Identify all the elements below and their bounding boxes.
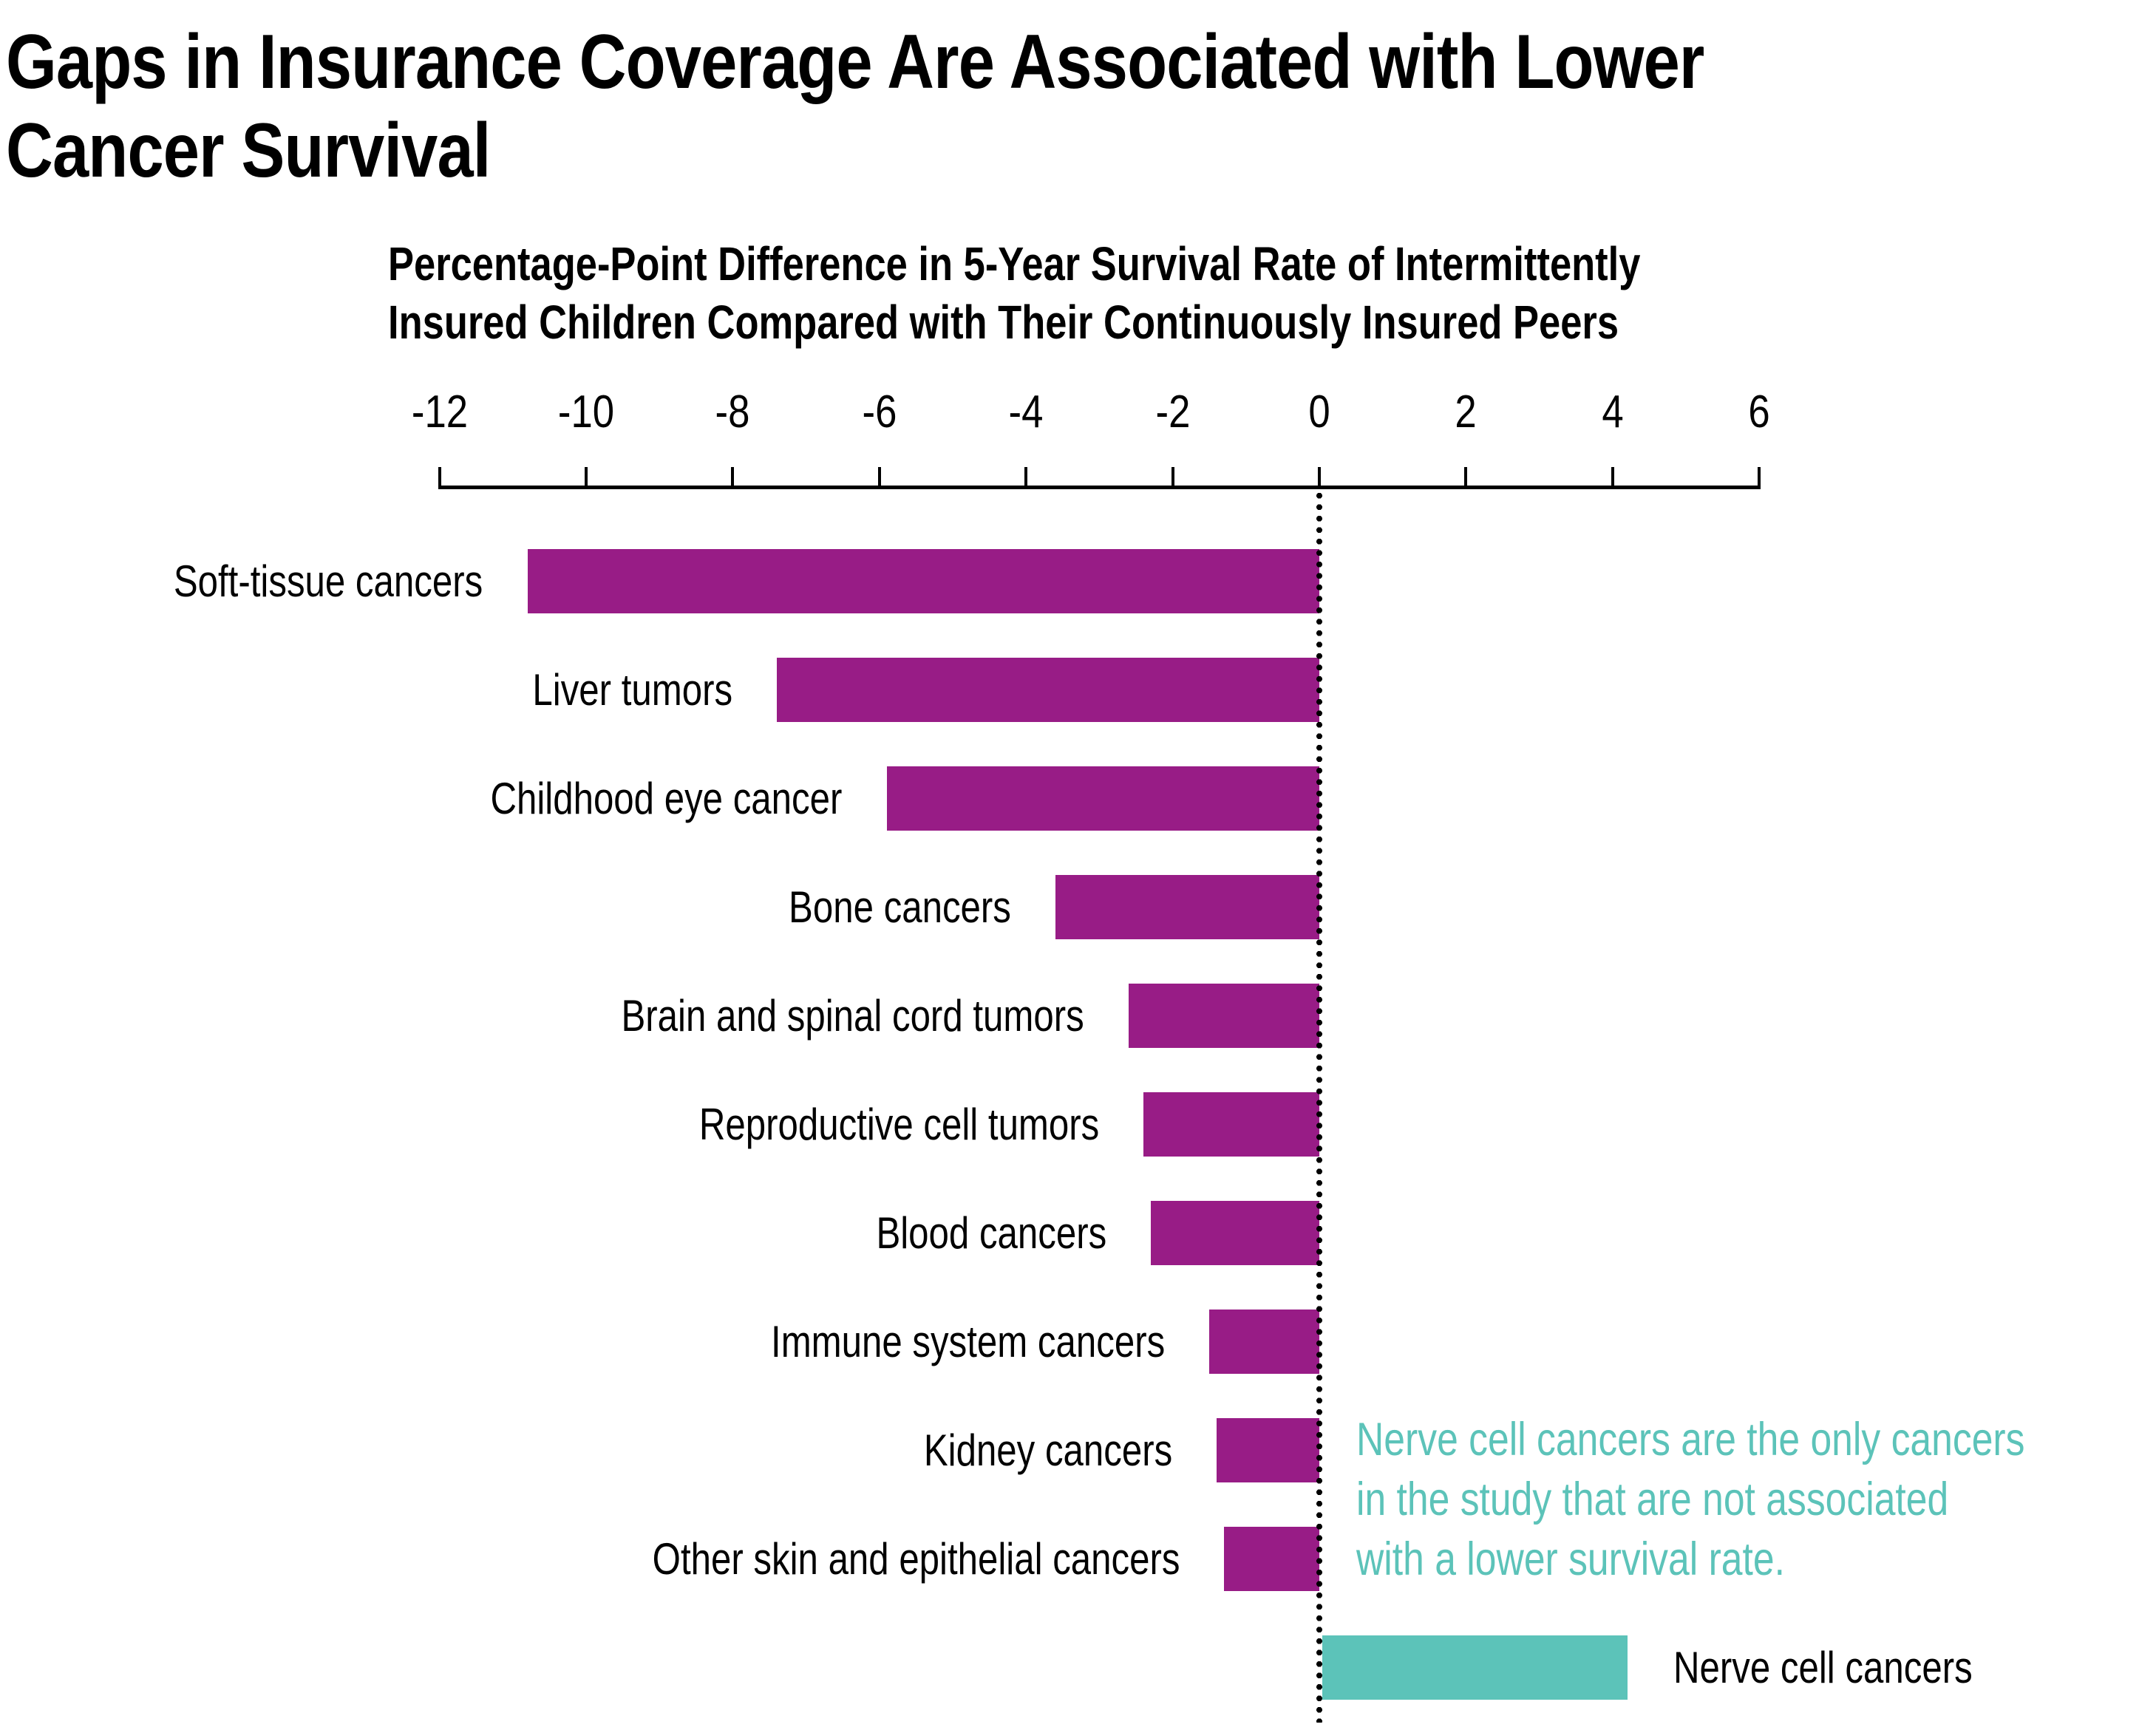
x-axis-tick-0 [1318,467,1321,488]
category-label-kidney-cancers: Kidney cancers [923,1426,1173,1475]
bar-kidney-cancers [1217,1418,1319,1482]
bar-soft-tissue-cancers [527,549,1319,613]
zero-baseline [1316,490,1322,1723]
bar-bone-cancers [1055,875,1319,939]
x-axis-tick--6 [877,467,881,488]
bar-reproductive-cell-tumors [1143,1092,1319,1157]
chart-title-line2: Cancer Survival [6,108,491,194]
x-axis-tick-label-4: 4 [1602,386,1624,437]
category-label-reproductive-cell-tumors: Reproductive cell tumors [698,1100,1099,1149]
x-axis-tick-6 [1758,467,1761,488]
bar-other-skin-and-epithelial-cancers [1224,1527,1319,1591]
chart-subtitle-line2: Insured Children Compared with Their Con… [388,296,1619,349]
annotation-line2: in the study that are not associated [1356,1474,1949,1525]
category-label-immune-system-cancers: Immune system cancers [771,1317,1166,1366]
x-axis-tick--2 [1171,467,1174,488]
x-axis-tick-label--12: -12 [411,386,468,437]
x-axis-tick-label--4: -4 [1008,386,1044,437]
x-axis-tick-label--6: -6 [862,386,897,437]
x-axis-tick-4 [1611,467,1614,488]
x-axis-tick--8 [731,467,735,488]
x-axis-line [438,486,1761,489]
chart-title: Gaps in Insurance Coverage Are Associate… [6,18,1704,195]
x-axis-tick-label--10: -10 [557,386,615,437]
annotation-line3: with a lower survival rate. [1356,1533,1785,1585]
x-axis-tick-label-0: 0 [1308,386,1330,437]
bar-blood-cancers [1150,1201,1319,1265]
chart-title-line1: Gaps in Insurance Coverage Are Associate… [6,19,1704,105]
x-axis-tick-label--2: -2 [1155,386,1191,437]
category-label-other-skin-and-epithelial-cancers: Other skin and epithelial cancers [652,1534,1180,1584]
chart-subtitle: Percentage-Point Difference in 5-Year Su… [388,235,1640,352]
category-label-childhood-eye-cancer: Childhood eye cancer [490,774,843,823]
annotation-nerve-cell: Nerve cell cancers are the only cancers … [1356,1410,2024,1590]
bar-liver-tumors [776,658,1319,722]
chart-subtitle-line1: Percentage-Point Difference in 5-Year Su… [388,237,1641,290]
bar-immune-system-cancers [1209,1310,1319,1374]
x-axis-tick--4 [1024,467,1028,488]
x-axis-tick-2 [1464,467,1468,488]
x-axis-tick--12 [438,467,441,488]
category-label-nerve-cell-cancers: Nerve cell cancers [1673,1643,1973,1692]
category-label-soft-tissue-cancers: Soft-tissue cancers [174,556,483,606]
category-label-bone-cancers: Bone cancers [789,882,1011,932]
x-axis-tick--10 [585,467,588,488]
category-label-liver-tumors: Liver tumors [532,665,732,715]
x-axis-tick-label-6: 6 [1748,386,1770,437]
x-axis-tick-label-2: 2 [1455,386,1477,437]
bar-brain-and-spinal-cord-tumors [1129,984,1319,1048]
x-axis-tick-label--8: -8 [715,386,750,437]
annotation-line1: Nerve cell cancers are the only cancers [1356,1414,2025,1465]
category-label-brain-and-spinal-cord-tumors: Brain and spinal cord tumors [621,991,1085,1041]
category-label-blood-cancers: Blood cancers [876,1208,1106,1258]
bar-childhood-eye-cancer [886,766,1319,831]
bar-nerve-cell-cancers [1322,1635,1628,1700]
